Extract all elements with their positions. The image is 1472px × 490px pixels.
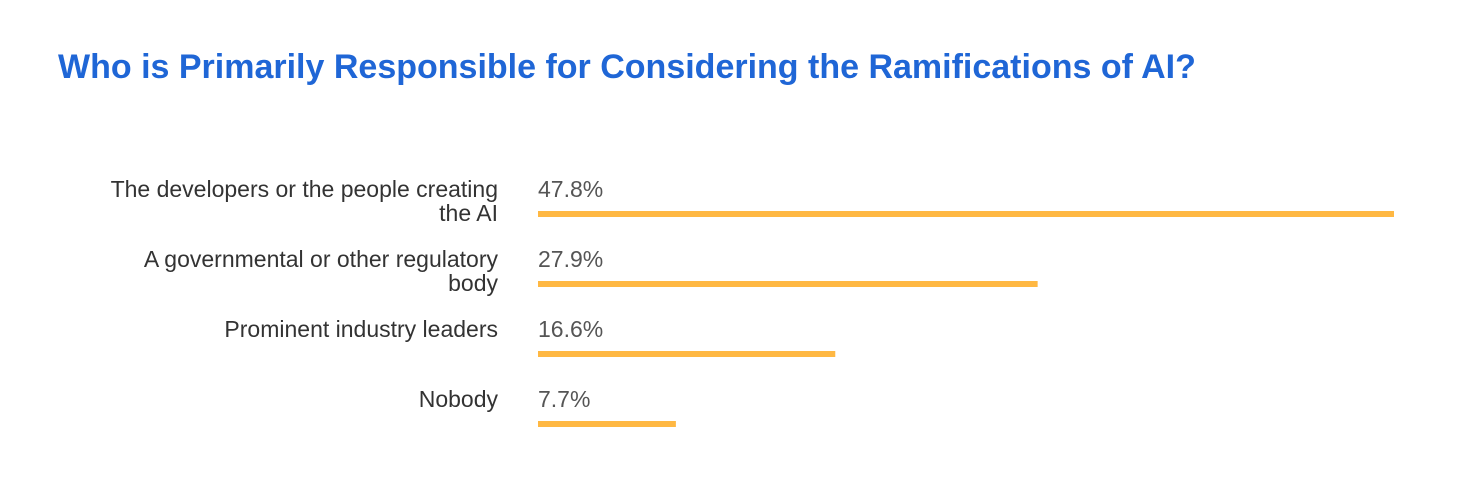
- bar: [538, 421, 676, 427]
- bar: [538, 351, 836, 357]
- category-label: A governmental or other regulatory body: [144, 246, 499, 296]
- value-label: 47.8%: [538, 176, 603, 202]
- category-label: Nobody: [419, 386, 499, 412]
- value-label: 7.7%: [538, 386, 590, 412]
- category-label: Prominent industry leaders: [224, 316, 498, 342]
- category-label: The developers or the people creating the…: [111, 176, 498, 226]
- chart-title: Who is Primarily Responsible for Conside…: [58, 48, 1196, 86]
- bar: [538, 211, 1394, 217]
- bar: [538, 281, 1038, 287]
- value-label: 16.6%: [538, 316, 603, 342]
- value-label: 27.9%: [538, 246, 603, 272]
